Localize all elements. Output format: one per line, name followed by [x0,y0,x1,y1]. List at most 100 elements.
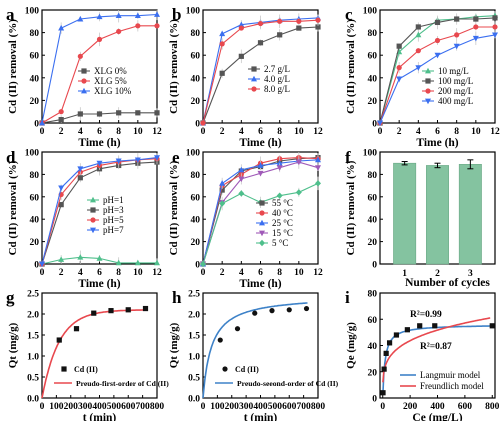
y-tick-label: 0 [195,120,200,130]
data-point [434,37,441,44]
data-point [276,192,283,199]
x-tick-label: 2 [220,127,225,137]
y-axis-label: Cd (II) removal (%) [168,160,180,255]
data-point [315,180,321,187]
data-point [295,189,302,196]
legend-swatch-marker [425,67,431,74]
data-point [219,187,225,193]
series-0 [217,305,310,343]
x-tick-label: 4 [78,268,83,278]
data-point [257,170,264,177]
x-tick-label: 8 [116,268,121,278]
data-point [58,256,65,262]
fit-curve-freundlich [382,317,491,383]
x-axis-label: Time (h) [239,278,281,290]
x-tick-label: 0 [201,402,206,412]
data-point [296,18,302,24]
data-point [269,308,275,314]
y-tick-label: 1.0 [188,353,200,363]
data-point [415,48,421,54]
data-point [154,259,160,266]
data-point [154,11,160,17]
x-axis-label: t (min) [83,412,117,421]
data-point [219,70,225,76]
y-tick-label: 2.5 [27,290,39,300]
y-tick-label: 0 [195,261,200,271]
data-point [58,117,64,123]
legend-label: pH=5 [103,215,124,225]
data-point [473,16,479,22]
data-point [39,119,45,126]
series-0 [380,323,495,396]
data-point [134,259,141,266]
y-axis-label: Cd (II) removal (%) [7,160,19,255]
legend-label: pH=1 [103,195,124,205]
y-axis-label: Cd (II) removal (%) [168,19,180,114]
legend: 55 °C40 °C25 °C15 °C5 °C [256,198,293,248]
x-tick-label: 500 [268,402,283,412]
y-tick-label: 60 [30,52,40,62]
x-tick-label: 12 [313,127,323,137]
legend-swatch-marker [90,207,96,213]
data-point [77,254,84,260]
series-3 [377,31,498,127]
y-tick-label: 0.5 [188,374,200,384]
x-tick-label: 600 [121,402,136,412]
x-tick-label: 10 [294,268,304,278]
x-tick-label: 400 [430,402,445,412]
legend-swatch-marker [425,88,431,94]
legend-label: 10 mg/L [438,66,469,76]
legend-label: 200 mg/L [438,86,473,96]
legend: Cd (II) Preudo-seeond-order of Cd (II) [215,365,339,388]
legend-swatch-marker [259,210,265,216]
data-point [296,25,302,31]
data-point [454,32,460,38]
data-point [315,24,321,30]
data-point [91,310,97,316]
panel-a: a 0 20 40 60 80 100 0 2 4 6 8 10 12 Time (h) Cd (II) re… [6,5,162,149]
data-point [96,36,103,42]
x-tick-label: 8 [277,268,282,278]
x-tick-label: 6 [435,127,440,137]
data-point [96,255,103,261]
x-tick-label: 8 [454,127,459,137]
panel-letter-i: i [345,288,350,307]
data-point [58,202,64,208]
data-point [276,165,283,171]
y-tick-label: 20 [368,368,378,378]
panel-letter-d: d [6,148,16,167]
data-point [73,326,80,332]
data-point [77,15,84,22]
x-tick-label: 600 [282,402,297,412]
y-tick-label: 60 [368,52,378,62]
x-tick-label: 300 [239,402,254,412]
panel-g: g 0.0 0.5 1.0 1.5 2.0 2.5 0 100 200 300 400 500 600 70… [6,288,169,421]
series-2 [200,14,321,126]
y-axis-label: Cd (II) removal (%) [345,19,357,114]
y-tick-label: 80 [368,171,378,181]
data-point [116,28,122,35]
x-tick-label: 800 [485,402,500,412]
y-tick-label: 0 [372,395,377,405]
data-point [77,111,83,117]
series-2 [39,10,160,126]
legend-label: 8.0 g/L [264,84,290,94]
data-point [473,24,479,30]
annotation-r2-freundlich: R²=0.87 [420,342,452,352]
y-tick-label: 0 [372,120,377,130]
data-point [116,110,122,116]
y-tick-label: 20 [30,238,40,248]
data-point [303,305,310,312]
y-tick-label: 80 [191,171,201,181]
legend-label: XLG 0% [94,66,127,76]
x-tick-label: 4 [239,127,244,137]
y-tick-label: 40 [368,74,378,84]
data-point [238,190,245,197]
x-tick-label: 8 [277,127,282,137]
x-tick-label: 10 [133,127,143,137]
x-tick-label: 10 [133,268,143,278]
data-point [200,120,206,126]
data-point [396,65,402,71]
data-point [492,32,498,39]
